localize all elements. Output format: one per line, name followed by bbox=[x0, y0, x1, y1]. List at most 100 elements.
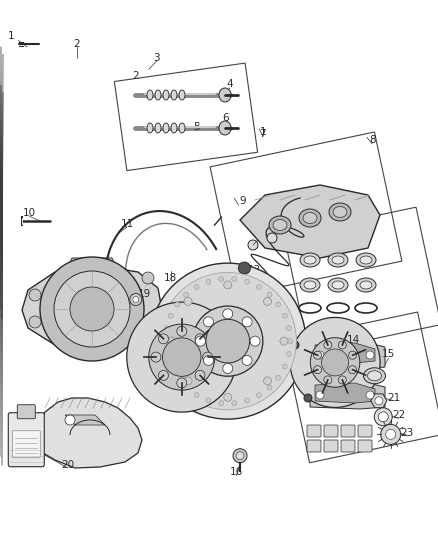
FancyBboxPatch shape bbox=[8, 413, 44, 467]
Ellipse shape bbox=[304, 256, 316, 264]
Circle shape bbox=[242, 356, 252, 366]
Circle shape bbox=[194, 285, 199, 289]
Circle shape bbox=[223, 309, 233, 319]
Circle shape bbox=[206, 398, 211, 403]
Ellipse shape bbox=[299, 209, 321, 227]
Circle shape bbox=[177, 378, 187, 388]
Ellipse shape bbox=[356, 278, 376, 292]
Circle shape bbox=[276, 375, 281, 381]
FancyBboxPatch shape bbox=[324, 425, 338, 437]
Circle shape bbox=[257, 285, 261, 289]
Circle shape bbox=[280, 337, 288, 345]
Circle shape bbox=[267, 385, 272, 390]
Circle shape bbox=[374, 408, 392, 426]
Circle shape bbox=[314, 351, 321, 359]
Circle shape bbox=[248, 240, 258, 250]
Circle shape bbox=[151, 352, 161, 362]
Circle shape bbox=[184, 385, 188, 390]
Text: 13: 13 bbox=[256, 313, 269, 323]
Circle shape bbox=[29, 289, 41, 301]
Circle shape bbox=[150, 263, 306, 419]
Ellipse shape bbox=[163, 90, 169, 100]
Circle shape bbox=[321, 349, 349, 376]
Circle shape bbox=[223, 364, 233, 374]
Text: 12: 12 bbox=[248, 265, 261, 275]
Circle shape bbox=[386, 430, 396, 439]
Text: 6: 6 bbox=[222, 114, 229, 123]
Ellipse shape bbox=[147, 90, 153, 100]
FancyBboxPatch shape bbox=[358, 440, 372, 452]
Circle shape bbox=[324, 341, 332, 349]
Ellipse shape bbox=[332, 256, 344, 264]
Ellipse shape bbox=[360, 281, 372, 289]
Circle shape bbox=[164, 352, 169, 357]
Circle shape bbox=[233, 449, 247, 463]
Polygon shape bbox=[310, 381, 385, 409]
Circle shape bbox=[264, 377, 272, 385]
Circle shape bbox=[288, 338, 293, 344]
Ellipse shape bbox=[333, 206, 347, 217]
Circle shape bbox=[70, 287, 114, 331]
Circle shape bbox=[142, 272, 154, 284]
Polygon shape bbox=[315, 383, 375, 403]
Ellipse shape bbox=[219, 88, 231, 102]
Ellipse shape bbox=[171, 123, 177, 133]
Circle shape bbox=[184, 377, 192, 385]
Circle shape bbox=[219, 277, 224, 281]
Circle shape bbox=[127, 302, 237, 412]
Circle shape bbox=[349, 366, 357, 374]
Circle shape bbox=[232, 277, 237, 281]
Ellipse shape bbox=[179, 123, 185, 133]
Ellipse shape bbox=[367, 371, 381, 381]
Ellipse shape bbox=[179, 90, 185, 100]
Circle shape bbox=[314, 366, 321, 374]
Circle shape bbox=[282, 313, 287, 318]
Circle shape bbox=[164, 326, 169, 330]
Text: 15: 15 bbox=[382, 350, 395, 359]
Circle shape bbox=[175, 302, 180, 307]
Circle shape bbox=[366, 391, 374, 399]
Circle shape bbox=[244, 279, 250, 284]
Circle shape bbox=[264, 297, 272, 305]
Circle shape bbox=[232, 401, 237, 406]
Ellipse shape bbox=[304, 281, 316, 289]
Polygon shape bbox=[22, 265, 162, 352]
Ellipse shape bbox=[332, 281, 344, 289]
Circle shape bbox=[349, 351, 357, 359]
Polygon shape bbox=[65, 415, 105, 425]
Ellipse shape bbox=[300, 278, 320, 292]
Circle shape bbox=[149, 324, 215, 390]
Ellipse shape bbox=[364, 368, 385, 384]
Ellipse shape bbox=[300, 253, 320, 267]
Circle shape bbox=[204, 317, 213, 327]
Circle shape bbox=[378, 412, 388, 422]
Circle shape bbox=[206, 279, 211, 284]
Circle shape bbox=[219, 401, 224, 406]
Text: 22: 22 bbox=[392, 410, 405, 420]
Circle shape bbox=[159, 272, 297, 410]
Circle shape bbox=[375, 397, 383, 405]
Text: 16: 16 bbox=[230, 467, 243, 477]
Text: 4: 4 bbox=[226, 79, 233, 89]
Circle shape bbox=[159, 370, 169, 381]
Text: 17: 17 bbox=[172, 404, 185, 414]
Circle shape bbox=[316, 391, 324, 399]
Circle shape bbox=[324, 376, 332, 384]
Circle shape bbox=[193, 306, 263, 376]
Circle shape bbox=[133, 296, 139, 303]
Text: 10: 10 bbox=[23, 208, 36, 218]
Circle shape bbox=[267, 292, 272, 297]
Text: 2: 2 bbox=[132, 71, 139, 80]
Circle shape bbox=[338, 341, 346, 349]
Circle shape bbox=[290, 318, 380, 407]
Circle shape bbox=[291, 341, 299, 349]
FancyBboxPatch shape bbox=[341, 425, 355, 437]
Circle shape bbox=[203, 352, 212, 362]
Text: 20: 20 bbox=[61, 460, 74, 470]
Text: 19: 19 bbox=[138, 289, 151, 299]
Circle shape bbox=[168, 364, 173, 369]
Circle shape bbox=[316, 351, 324, 359]
Polygon shape bbox=[38, 398, 142, 468]
Polygon shape bbox=[315, 343, 375, 363]
Polygon shape bbox=[240, 185, 380, 258]
